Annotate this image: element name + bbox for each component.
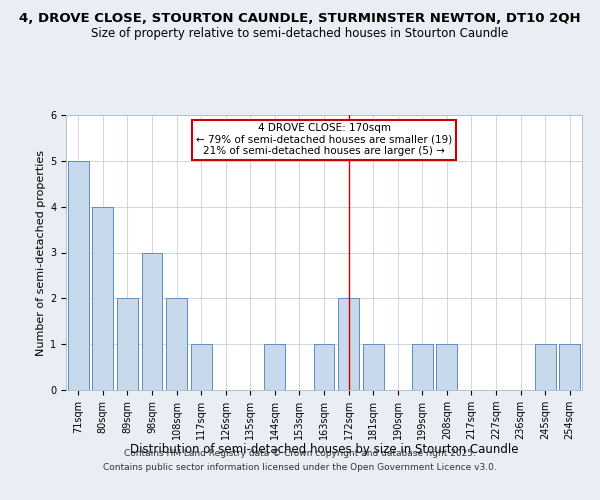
Bar	[535, 344, 556, 390]
Bar	[314, 344, 334, 390]
X-axis label: Distribution of semi-detached houses by size in Stourton Caundle: Distribution of semi-detached houses by …	[130, 444, 518, 456]
Y-axis label: Number of semi-detached properties: Number of semi-detached properties	[36, 150, 46, 356]
Bar	[338, 298, 359, 390]
Bar	[92, 206, 113, 390]
Bar	[436, 344, 457, 390]
Text: 4 DROVE CLOSE: 170sqm
← 79% of semi-detached houses are smaller (19)
21% of semi: 4 DROVE CLOSE: 170sqm ← 79% of semi-deta…	[196, 123, 452, 156]
Bar	[117, 298, 138, 390]
Bar	[265, 344, 286, 390]
Bar	[68, 161, 89, 390]
Bar	[412, 344, 433, 390]
Text: Contains HM Land Registry data © Crown copyright and database right 2025.: Contains HM Land Registry data © Crown c…	[124, 448, 476, 458]
Bar	[362, 344, 383, 390]
Text: 4, DROVE CLOSE, STOURTON CAUNDLE, STURMINSTER NEWTON, DT10 2QH: 4, DROVE CLOSE, STOURTON CAUNDLE, STURMI…	[19, 12, 581, 26]
Bar	[559, 344, 580, 390]
Bar	[142, 252, 163, 390]
Bar	[191, 344, 212, 390]
Bar	[166, 298, 187, 390]
Text: Contains public sector information licensed under the Open Government Licence v3: Contains public sector information licen…	[103, 464, 497, 472]
Text: Size of property relative to semi-detached houses in Stourton Caundle: Size of property relative to semi-detach…	[91, 28, 509, 40]
